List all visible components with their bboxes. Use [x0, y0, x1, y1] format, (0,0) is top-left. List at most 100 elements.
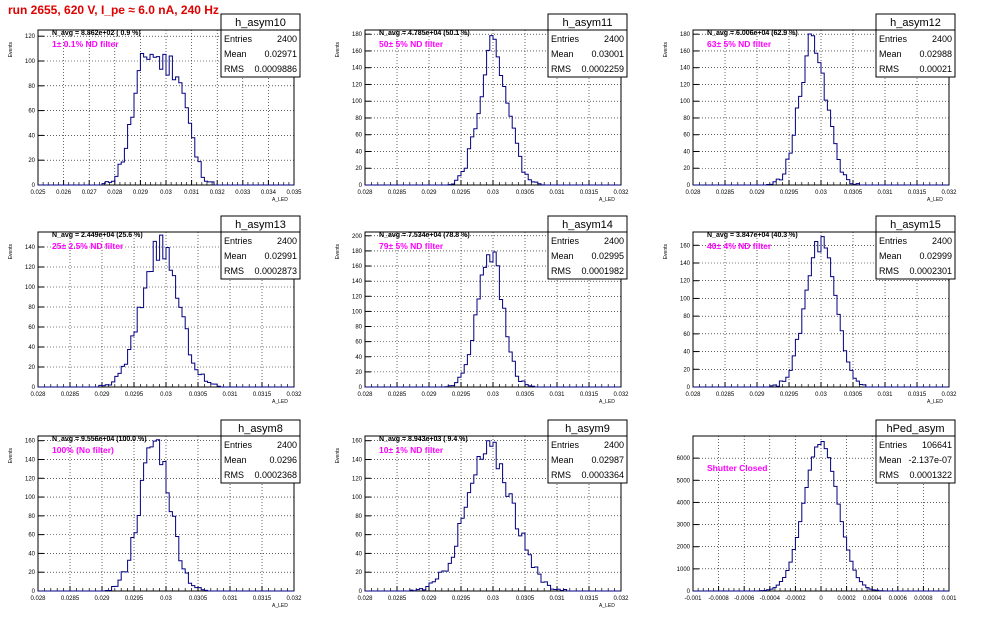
y-tick-label: 100 [25, 59, 36, 65]
x-tick-label: 0.029 [133, 190, 149, 196]
stats-label: RMS [551, 470, 571, 480]
y-tick-label: 40 [28, 551, 35, 557]
x-tick-label: 0.0315 [253, 392, 272, 398]
y-tick-label: 100 [680, 296, 691, 302]
filter-label: 63± 5% ND filter [707, 39, 772, 49]
y-tick-label: 20 [355, 570, 362, 576]
histogram-panel-h_asym15: 0.028 0.0285 0.029 0.0295 0.03 0.0305 0.031 0.0… [663, 215, 957, 405]
stats-value: 0.0001982 [581, 266, 624, 276]
y-tick-label: 20 [28, 158, 35, 164]
y-tick-label: 40 [355, 551, 362, 557]
y-tick-label: 180 [680, 32, 691, 38]
histogram-panel-h_asym10: 0.025 0.026 0.027 0.028 0.029 0.03 0.031 0.032 0… [8, 13, 302, 203]
x-tick-label: 0.029 [94, 596, 110, 602]
y-tick-label: 140 [680, 261, 691, 267]
y-tick-label: 0 [687, 183, 691, 189]
x-tick-label: 0.032 [941, 392, 957, 398]
stats-value: 0.0296 [269, 455, 297, 465]
x-tick-label: -0.0008 [708, 596, 729, 602]
y-tick-label: 1000 [677, 567, 691, 573]
x-tick-label: 0.031 [222, 596, 238, 602]
x-tick-label: 0.0305 [189, 392, 208, 398]
stats-value: -2.137e-07 [908, 455, 952, 465]
y-tick-label: 160 [352, 264, 363, 270]
x-tick-label: 0.029 [94, 392, 110, 398]
stats-value: 2400 [932, 236, 952, 246]
x-tick-label: 0.0315 [908, 190, 927, 196]
x-tick-label: 0.029 [421, 596, 437, 602]
x-tick-label: 0.0285 [388, 190, 407, 196]
x-tick-label: 0.0295 [452, 392, 471, 398]
x-tick-label: 0.031 [549, 596, 565, 602]
histogram-panel-hPed_asym: -0.001 -0.0008 -0.0006 -0.0004 -0.0002 0 0.000… [677, 419, 957, 602]
histogram-panel-h_asym9: 0.028 0.0285 0.029 0.0295 0.03 0.0305 0.031 0.0… [335, 419, 629, 609]
stats-label: Entries [224, 236, 253, 246]
y-tick-label: 180 [352, 32, 363, 38]
histogram-line-h_asym10 [38, 53, 294, 186]
y-tick-label: 60 [28, 325, 35, 331]
y-tick-label: 4000 [677, 500, 691, 506]
x-tick-label: 0.029 [421, 392, 437, 398]
x-tick-label: 0.0315 [253, 596, 272, 602]
stats-box [220, 13, 301, 78]
histogram-panel-h_asym11: 0.028 0.0285 0.029 0.0295 0.03 0.0305 0.031 0.0… [335, 13, 629, 203]
x-tick-label: 0.033 [235, 190, 251, 196]
x-tick-label: 0.032 [941, 190, 957, 196]
y-tick-label: 60 [355, 533, 362, 539]
histogram-title: h_asym12 [890, 17, 941, 29]
x-tick-label: 0.031 [222, 392, 238, 398]
x-axis-label: A_LED [599, 197, 615, 203]
stats-value: 0.0002259 [581, 64, 624, 74]
stats-value: 0.0002301 [909, 266, 952, 276]
x-tick-label: 0.0285 [61, 596, 80, 602]
y-tick-label: 0 [359, 385, 363, 391]
x-tick-label: 0.0315 [580, 596, 599, 602]
y-tick-label: 80 [683, 314, 690, 320]
y-axis-label: Events [335, 448, 341, 464]
x-tick-label: 0.03 [160, 596, 172, 602]
stats-label: Entries [224, 34, 253, 44]
x-tick-label: 0.028 [107, 190, 123, 196]
x-axis-label: A_LED [599, 603, 615, 609]
histogram-line-h_asym15 [693, 236, 949, 388]
stats-value: 0.0009886 [254, 64, 297, 74]
x-tick-label: 0.0285 [716, 190, 735, 196]
y-tick-label: 160 [25, 439, 36, 445]
stats-value: 0.0001322 [909, 470, 952, 480]
y-tick-label: 40 [683, 350, 690, 356]
y-tick-label: 0 [359, 589, 363, 595]
x-tick-label: 0.03 [487, 392, 499, 398]
y-tick-label: 100 [352, 99, 363, 105]
histogram-title: h_asym9 [565, 423, 610, 435]
y-tick-label: 60 [28, 109, 35, 115]
x-axis-label: A_LED [927, 399, 943, 405]
stats-label: Mean [551, 455, 574, 465]
x-tick-label: -0.0002 [785, 596, 806, 602]
stats-box [547, 13, 628, 78]
y-tick-label: 140 [25, 457, 36, 463]
y-tick-label: 80 [28, 84, 35, 90]
filter-label: 79± 5% ND filter [379, 241, 444, 251]
stats-label: Mean [879, 49, 902, 59]
histogram-title: h_asym13 [235, 219, 286, 231]
y-tick-label: 180 [352, 249, 363, 255]
x-tick-label: 0.0295 [452, 190, 471, 196]
filter-label: 10± 1% ND filter [379, 445, 444, 455]
x-tick-label: 0.0295 [780, 190, 799, 196]
x-axis-label: A_LED [272, 399, 288, 405]
histogram-line-h_asym13 [38, 234, 294, 388]
stats-label: Entries [879, 236, 908, 246]
y-tick-label: 160 [680, 243, 691, 249]
y-tick-label: 5000 [677, 478, 691, 484]
x-tick-label: 0.0295 [780, 392, 799, 398]
stats-value: 2400 [604, 34, 624, 44]
y-tick-label: 0 [687, 385, 691, 391]
y-tick-label: 120 [352, 476, 363, 482]
x-tick-label: 0.001 [941, 596, 957, 602]
y-tick-label: 100 [25, 495, 36, 501]
x-tick-label: 0.031 [877, 190, 893, 196]
page-title: run 2655, 620 V, I_pe ≈ 6.0 nA, 240 Hz [8, 3, 219, 17]
y-tick-label: 140 [352, 457, 363, 463]
x-tick-label: 0.032 [286, 392, 302, 398]
stats-label: Mean [879, 251, 902, 261]
